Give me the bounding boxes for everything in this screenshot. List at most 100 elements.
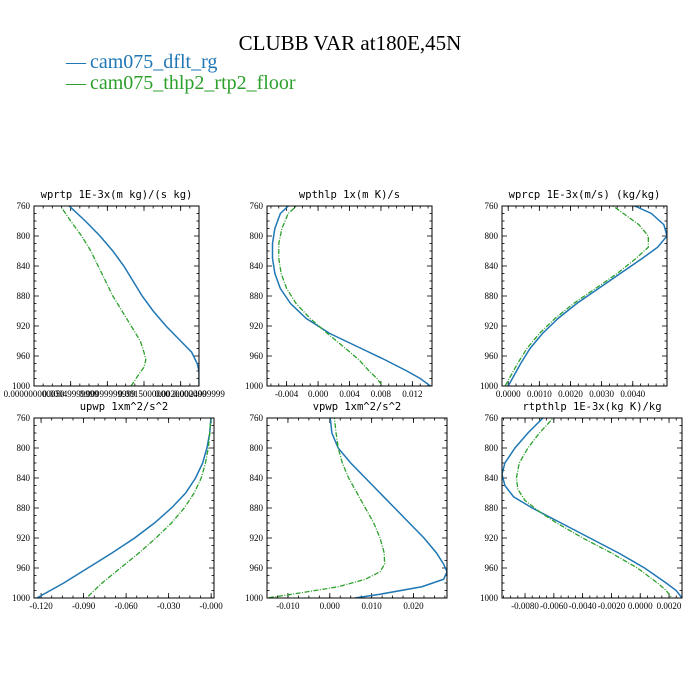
x-tick-label: 0.010 xyxy=(362,601,383,611)
y-tick-label: 880 xyxy=(250,503,264,513)
x-tick-label: 0.0020 xyxy=(657,601,682,611)
legend-entry-1: — cam075_dflt_rg xyxy=(65,51,217,73)
legend-label-1: cam075_dflt_rg xyxy=(90,51,217,73)
x-tick-label: 0.000 xyxy=(320,601,341,611)
panel-3-series-1-line xyxy=(507,206,667,386)
x-tick-label: 0.004 xyxy=(339,389,360,399)
x-tick-label: 0.0024999999 xyxy=(173,389,225,399)
panel-2-frame xyxy=(266,205,433,387)
legend-swatch-2: — xyxy=(65,72,87,94)
legend-swatch-1: — xyxy=(65,51,87,73)
x-tick-label: -0.000 xyxy=(200,601,224,611)
y-tick-label: 880 xyxy=(485,291,499,301)
y-tick-label: 880 xyxy=(250,291,264,301)
y-tick-label: 760 xyxy=(485,413,499,423)
y-tick-label: 840 xyxy=(17,261,31,271)
y-tick-label: 840 xyxy=(17,473,31,483)
panels: wprtp 1E-3x(m kg)/(s kg) 760 800 840 880 920 9… xyxy=(4,189,683,611)
y-tick-label: 760 xyxy=(17,413,31,423)
x-tick-label: 0.012 xyxy=(402,389,422,399)
panel-2: wpthlp 1x(m K)/s 760 800 840 880 920 960 1000 -0… xyxy=(245,189,433,399)
x-tick-label: 0.0020 xyxy=(558,389,583,399)
x-tick-label: 0.000 xyxy=(308,389,329,399)
panel-6-frame xyxy=(501,417,683,599)
y-tick-label: 840 xyxy=(250,261,264,271)
y-tick-label: 920 xyxy=(485,533,499,543)
x-tick-label: 0.0010 xyxy=(527,389,552,399)
y-tick-label: 840 xyxy=(250,473,264,483)
x-tick-label: 0.0000 xyxy=(628,601,653,611)
panel-4-title: upwp 1xm^2/s^2 xyxy=(80,401,169,413)
panel-1-title: wprtp 1E-3x(m kg)/(s kg) xyxy=(41,189,193,201)
x-tick-label: 0.0000 xyxy=(496,389,521,399)
y-tick-label: 920 xyxy=(485,321,499,331)
x-tick-label: -0.0040 xyxy=(569,601,597,611)
y-tick-label: 880 xyxy=(17,291,31,301)
panel-6-series-2-line xyxy=(515,418,673,598)
y-tick-label: 760 xyxy=(17,201,31,211)
y-tick-label: 1000 xyxy=(480,593,499,603)
x-tick-label: 0.008 xyxy=(371,389,392,399)
y-tick-label: 920 xyxy=(250,533,264,543)
y-tick-label: 920 xyxy=(250,321,264,331)
y-tick-label: 960 xyxy=(250,351,264,361)
y-tick-label: 760 xyxy=(250,201,264,211)
y-tick-label: 1000 xyxy=(245,381,264,391)
panel-1-frame xyxy=(33,205,200,387)
y-tick-label: 840 xyxy=(485,261,499,271)
legend-entry-2: — cam075_thlp2_rtp2_floor xyxy=(65,72,296,94)
y-tick-label: 1000 xyxy=(12,593,31,603)
panel-5-series-2-line xyxy=(267,418,386,598)
y-tick-label: 960 xyxy=(485,351,499,361)
panel-6-title: rtpthlp 1E-3x(kg K)/kg xyxy=(522,401,661,413)
x-tick-label: -0.0020 xyxy=(598,601,626,611)
panel-4: upwp 1xm^2/s^2 760 800 840 880 920 960 1000-0.1… xyxy=(12,401,223,611)
x-tick-label: 0.000000000050 xyxy=(4,389,65,399)
y-tick-label: 880 xyxy=(485,503,499,513)
y-tick-label: 960 xyxy=(485,563,499,573)
x-tick-label: -0.010 xyxy=(276,601,300,611)
x-tick-label: 0.020 xyxy=(403,601,424,611)
panel-4-series-2-line xyxy=(85,418,212,598)
panel-1: wprtp 1E-3x(m kg)/(s kg) 760 800 840 880 920 9… xyxy=(4,189,226,399)
panel-1-series-1-line xyxy=(68,206,199,386)
panel-5: vpwp 1xm^2/s^2 760 800 840 880 920 960 1000 -0.0… xyxy=(245,401,448,611)
panel-3: wprcp 1E-3x(m/s) (kg/kg) 760 800 840 880 920 9… xyxy=(480,189,668,399)
y-tick-label: 1000 xyxy=(245,593,264,603)
y-tick-label: 760 xyxy=(485,201,499,211)
panel-1-series-2-line xyxy=(59,206,147,386)
panel-2-series-1-line xyxy=(271,206,431,386)
y-tick-label: 840 xyxy=(485,473,499,483)
x-tick-label: 0.0030 xyxy=(589,389,614,399)
y-tick-label: 800 xyxy=(485,443,499,453)
panel-4-frame xyxy=(33,417,215,599)
x-tick-label: -0.004 xyxy=(275,389,299,399)
panel-3-series-2-line xyxy=(504,206,649,386)
x-tick-label: -0.030 xyxy=(157,601,181,611)
y-tick-label: 880 xyxy=(17,503,31,513)
y-tick-label: 800 xyxy=(17,231,31,241)
y-tick-label: 920 xyxy=(17,321,31,331)
x-tick-label: 0.00049999999 xyxy=(43,389,100,399)
x-tick-label: 0.0040 xyxy=(620,389,645,399)
panel-5-series-1-line xyxy=(329,418,447,598)
panel-3-title: wprcp 1E-3x(m/s) (kg/kg) xyxy=(509,189,661,201)
y-tick-label: 960 xyxy=(17,563,31,573)
panel-5-frame xyxy=(266,417,448,599)
y-tick-label: 1000 xyxy=(480,381,499,391)
y-tick-label: 960 xyxy=(17,351,31,361)
figure-title: CLUBB VAR at180E,45N xyxy=(239,31,462,55)
panel-2-title: wpthlp 1x(m K)/s xyxy=(299,189,400,201)
x-tick-label: -0.0080 xyxy=(511,601,539,611)
y-tick-label: 800 xyxy=(17,443,31,453)
y-tick-label: 800 xyxy=(485,231,499,241)
y-tick-label: 760 xyxy=(250,413,264,423)
panel-6: rtpthlp 1E-3x(kg K)/kg 760 800 840 880 920 960… xyxy=(480,401,683,611)
x-tick-label: 0.00099999999 xyxy=(79,389,136,399)
panel-3-frame xyxy=(501,205,668,387)
x-tick-label: -0.090 xyxy=(72,601,96,611)
y-tick-label: 1000 xyxy=(12,381,31,391)
x-tick-label: -0.0060 xyxy=(540,601,568,611)
x-tick-label: -0.120 xyxy=(29,601,53,611)
